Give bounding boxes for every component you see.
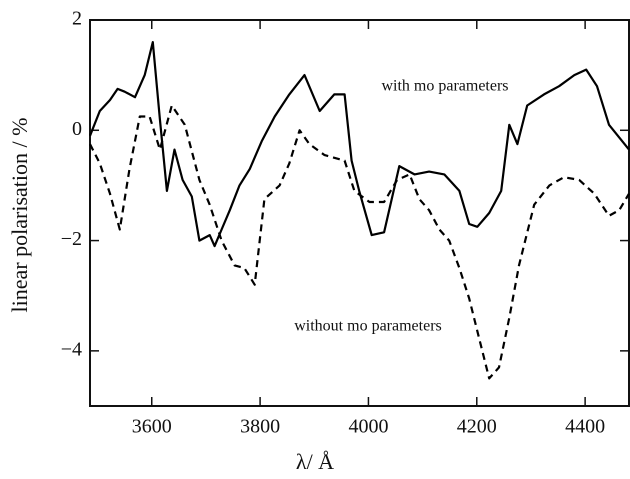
line-annotation: with mo parameters	[381, 78, 508, 95]
data-line	[89, 104, 630, 380]
y-tick-label: −4	[61, 338, 82, 360]
x-axis-label: λ/ Å	[296, 449, 334, 474]
data-line	[88, 41, 630, 248]
y-axis-label: linear polarisation / %	[7, 118, 32, 313]
x-tick-label: 4400	[565, 416, 605, 438]
plot-frame	[89, 19, 630, 407]
x-tick-label: 3800	[240, 416, 280, 438]
y-tick-label: 2	[72, 8, 82, 30]
x-tick-label: 4000	[348, 416, 388, 438]
x-tick-label: 3600	[132, 416, 172, 438]
line-annotation: without mo parameters	[294, 318, 442, 335]
y-tick-label: 0	[72, 118, 82, 140]
y-tick-label: −2	[61, 228, 82, 250]
x-tick-label: 4200	[457, 416, 497, 438]
